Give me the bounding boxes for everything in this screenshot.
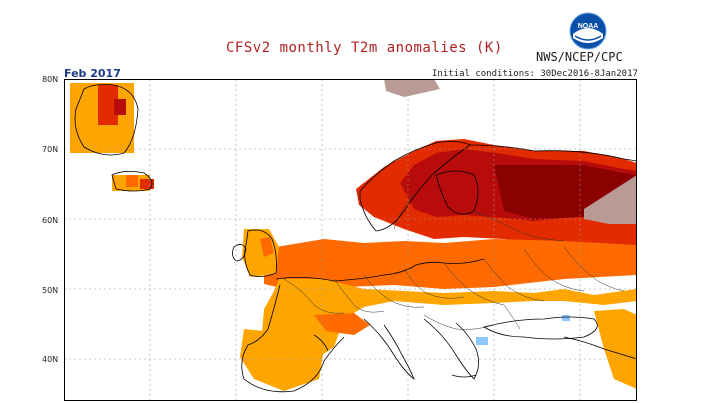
greenland-anomaly-red bbox=[98, 85, 118, 125]
anomaly-fill bbox=[70, 79, 637, 391]
caucasus-anomaly-orange bbox=[594, 309, 637, 389]
lat-label-80n: 80N bbox=[42, 75, 59, 84]
lat-label-50n: 50N bbox=[42, 286, 59, 295]
lat-label-70n: 70N bbox=[42, 145, 59, 154]
greenland-anomaly-dark bbox=[114, 99, 126, 115]
iceland-anomaly-red bbox=[126, 175, 138, 187]
map-frame bbox=[64, 79, 637, 401]
lat-label-60n: 60N bbox=[42, 216, 59, 225]
britain-anomaly-red bbox=[260, 237, 274, 257]
svalbard-anomaly-brown bbox=[384, 79, 440, 97]
lat-label-40n: 40N bbox=[42, 355, 59, 364]
noaa-logo-text: NOAA bbox=[578, 23, 599, 30]
borders bbox=[283, 194, 625, 330]
northeast-anomaly-brown bbox=[584, 175, 637, 224]
west-europe-anomaly-orange bbox=[262, 279, 637, 355]
coastlines bbox=[74, 84, 637, 393]
europe-anomaly-orange-red bbox=[264, 239, 637, 291]
forecast-month: Feb 2017 bbox=[64, 67, 121, 80]
iceland-anomaly-dark bbox=[140, 179, 154, 189]
black-sea-cold-spot bbox=[562, 315, 570, 321]
balkan-cold-spot bbox=[476, 337, 488, 345]
alps-anomaly-red bbox=[314, 313, 370, 335]
gridlines bbox=[64, 79, 637, 401]
agency-label: NWS/NCEP/CPC bbox=[536, 50, 623, 64]
noaa-logo: NOAA bbox=[569, 12, 607, 50]
anomaly-map bbox=[64, 79, 637, 401]
iberia-anomaly-orange bbox=[240, 329, 324, 391]
initial-conditions: Initial conditions: 30Dec2016-8Jan2017 bbox=[432, 69, 638, 79]
map-title: CFSv2 monthly T2m anomalies (K) bbox=[226, 40, 503, 56]
